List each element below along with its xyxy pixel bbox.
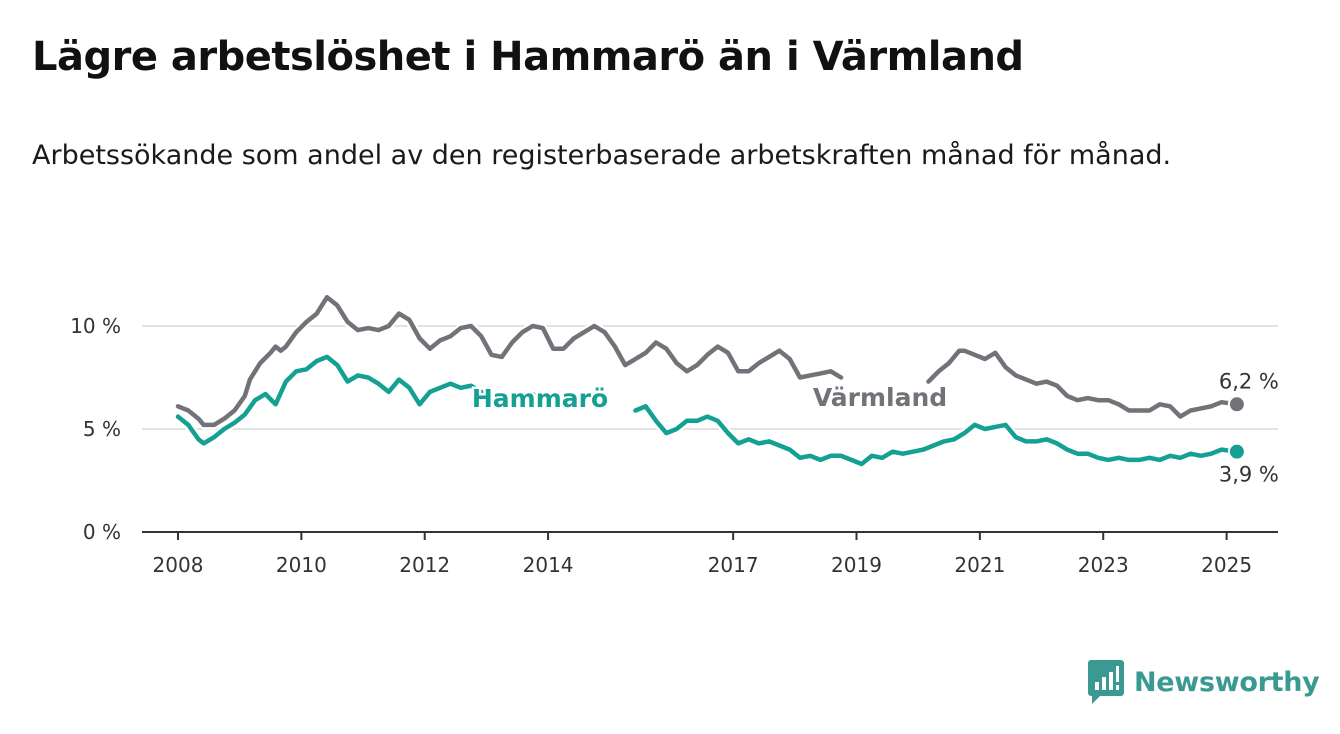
end-point-marker	[1227, 395, 1246, 414]
series-label-varmland: Värmland	[813, 383, 947, 412]
chart-subtitle: Arbetssökande som andel av den registerb…	[32, 140, 1172, 171]
series-lines	[173, 292, 1246, 469]
x-tick-label: 2012	[399, 553, 450, 577]
series-label-hammaro: Hammarö	[472, 384, 608, 413]
x-tick-label: 2025	[1201, 553, 1252, 577]
y-tick-label: 5 %	[83, 417, 121, 441]
x-tick-label: 2008	[153, 553, 204, 577]
series-line-hammarö	[175, 354, 484, 446]
x-tick-label: 2014	[523, 553, 574, 577]
y-tick-label: 10 %	[70, 314, 121, 338]
end-value-label: 6,2 %	[1219, 369, 1279, 393]
page-title: Lägre arbetslöshet i Hammarö än i Värmla…	[32, 34, 1024, 80]
axes: 0 % 5 % 10 % 2008 2010 2012 2014 2017 2019 2021 20…	[70, 314, 1278, 577]
bar-chart-speech-icon	[1088, 660, 1124, 704]
series-line-värmland	[926, 348, 1240, 419]
series-line-hammarö	[633, 404, 1240, 467]
x-tick-label: 2023	[1078, 553, 1129, 577]
x-tick-label: 2017	[708, 553, 759, 577]
end-point-marker	[1227, 442, 1246, 461]
x-tick-label: 2010	[276, 553, 327, 577]
series-line-halo	[924, 346, 1242, 422]
gridlines	[142, 325, 1278, 430]
series-line-hammarö	[530, 391, 556, 407]
series-line-värmland	[175, 294, 844, 428]
x-tick-label: 2019	[831, 553, 882, 577]
series-labels: 6,2 % 3,9 % Värmland Hammarö	[469, 369, 1279, 487]
y-tick-label: 0 %	[83, 520, 121, 544]
x-tick-label: 2021	[954, 553, 1005, 577]
logo-text: Newsworthy	[1134, 666, 1320, 698]
newsworthy-logo: Newsworthy	[1088, 660, 1320, 704]
end-value-label: 3,9 %	[1219, 463, 1279, 487]
line-chart: 0 % 5 % 10 % 2008 2010 2012 2014 2017 2019 2021 20…	[70, 292, 1279, 577]
